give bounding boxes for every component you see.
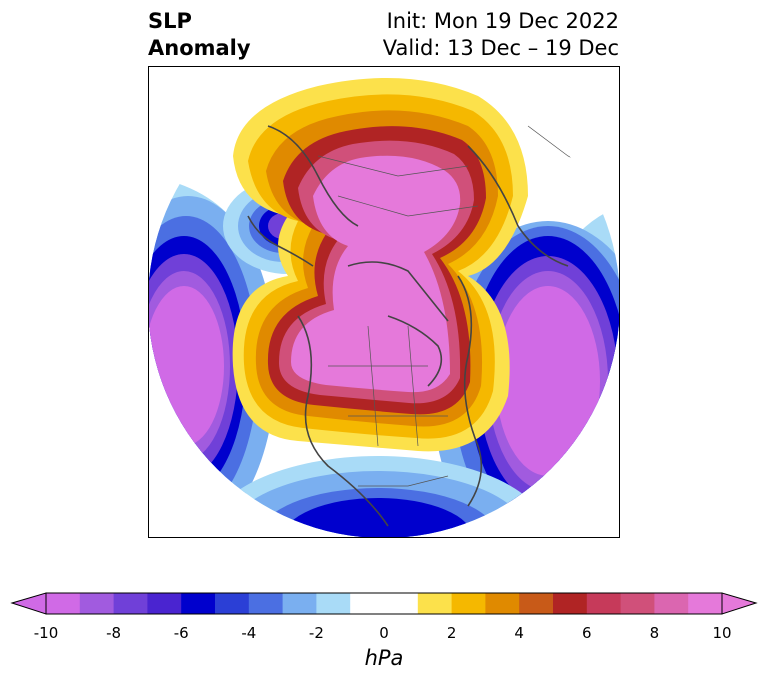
colorbar-cell — [620, 593, 655, 614]
valid-range: Valid: 13 Dec – 19 Dec — [382, 36, 619, 60]
colorbar-cell — [350, 593, 385, 614]
se-us-low — [208, 456, 548, 538]
colorbar-tick-label: -2 — [308, 624, 324, 642]
colorbar-tick-label: 6 — [582, 624, 592, 642]
colorbar — [10, 592, 758, 615]
colorbar-unit: hPa — [364, 646, 404, 670]
colorbar-tick-label: -8 — [106, 624, 122, 642]
colorbar-tick-label: 10 — [712, 624, 732, 642]
colorbar-cell — [553, 593, 588, 614]
colorbar-ticks: -10 -8 -6 -4 -2 0 2 4 6 8 10 — [0, 624, 768, 644]
borders — [317, 125, 609, 487]
colorbar-tick-label: -10 — [33, 624, 59, 642]
colorbar-outline — [45, 592, 723, 615]
colorbar-cell — [113, 593, 148, 614]
title-variable: SLP — [148, 9, 192, 33]
title-left: SLP Anomaly — [148, 8, 251, 62]
colorbar-cell — [215, 593, 250, 614]
title-variable-subtitle: Anomaly — [148, 36, 251, 60]
colorbar-cell — [654, 593, 689, 614]
colorbar-cell — [79, 593, 115, 614]
colorbar-cells — [46, 593, 723, 614]
colorbar-cell — [688, 593, 723, 614]
colorbar-extend-max — [721, 592, 758, 615]
colorbar-tick-label: 8 — [649, 624, 660, 642]
colorbar-cell — [46, 593, 81, 614]
colorbar-cell — [316, 593, 351, 614]
colorbar-tick-label: 4 — [514, 624, 524, 642]
colorbar-cell — [586, 593, 622, 614]
colorbar-cell — [282, 593, 317, 614]
init-date: Init: Mon 19 Dec 2022 — [386, 9, 619, 33]
map-border — [148, 66, 620, 538]
colorbar-cell — [248, 593, 284, 614]
colorbar-tick-label: -6 — [173, 624, 189, 642]
colorbar-cell — [384, 593, 419, 614]
title-right: Init: Mon 19 Dec 2022 Valid: 13 Dec – 19… — [383, 8, 619, 62]
colorbar-cell — [417, 593, 453, 614]
colorbar-cell — [519, 593, 554, 614]
colorbar-tick-label: 2 — [446, 624, 457, 642]
colorbar-cell — [181, 593, 216, 614]
anomaly-map — [148, 66, 620, 538]
colorbar-tick-label: -4 — [241, 624, 257, 642]
colorbar-cell — [147, 593, 182, 614]
colorbar-extend-min — [10, 592, 47, 615]
map-fill — [148, 66, 620, 538]
colorbar-cell — [451, 593, 486, 614]
colorbar-cell — [485, 593, 520, 614]
colorbar-tick-label: 0 — [379, 624, 389, 642]
